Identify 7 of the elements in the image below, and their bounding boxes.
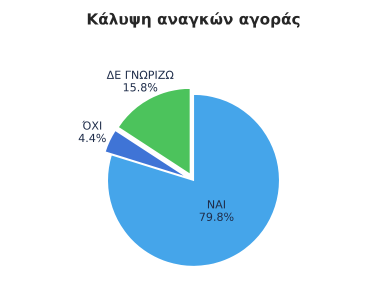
- slice-label: ΔΕ ΓΝΩΡΙΖΩ: [106, 70, 174, 79]
- data-label: 15.8%: [124, 83, 158, 92]
- data-label: 79.8%: [200, 212, 234, 221]
- chart-title: Κάλυψη αναγκών αγοράς: [88, 12, 300, 28]
- data-label: 4.4%: [78, 134, 106, 142]
- slice-label: ΌΧΙ: [82, 120, 102, 130]
- slice-label: ΝΑΙ: [208, 200, 225, 208]
